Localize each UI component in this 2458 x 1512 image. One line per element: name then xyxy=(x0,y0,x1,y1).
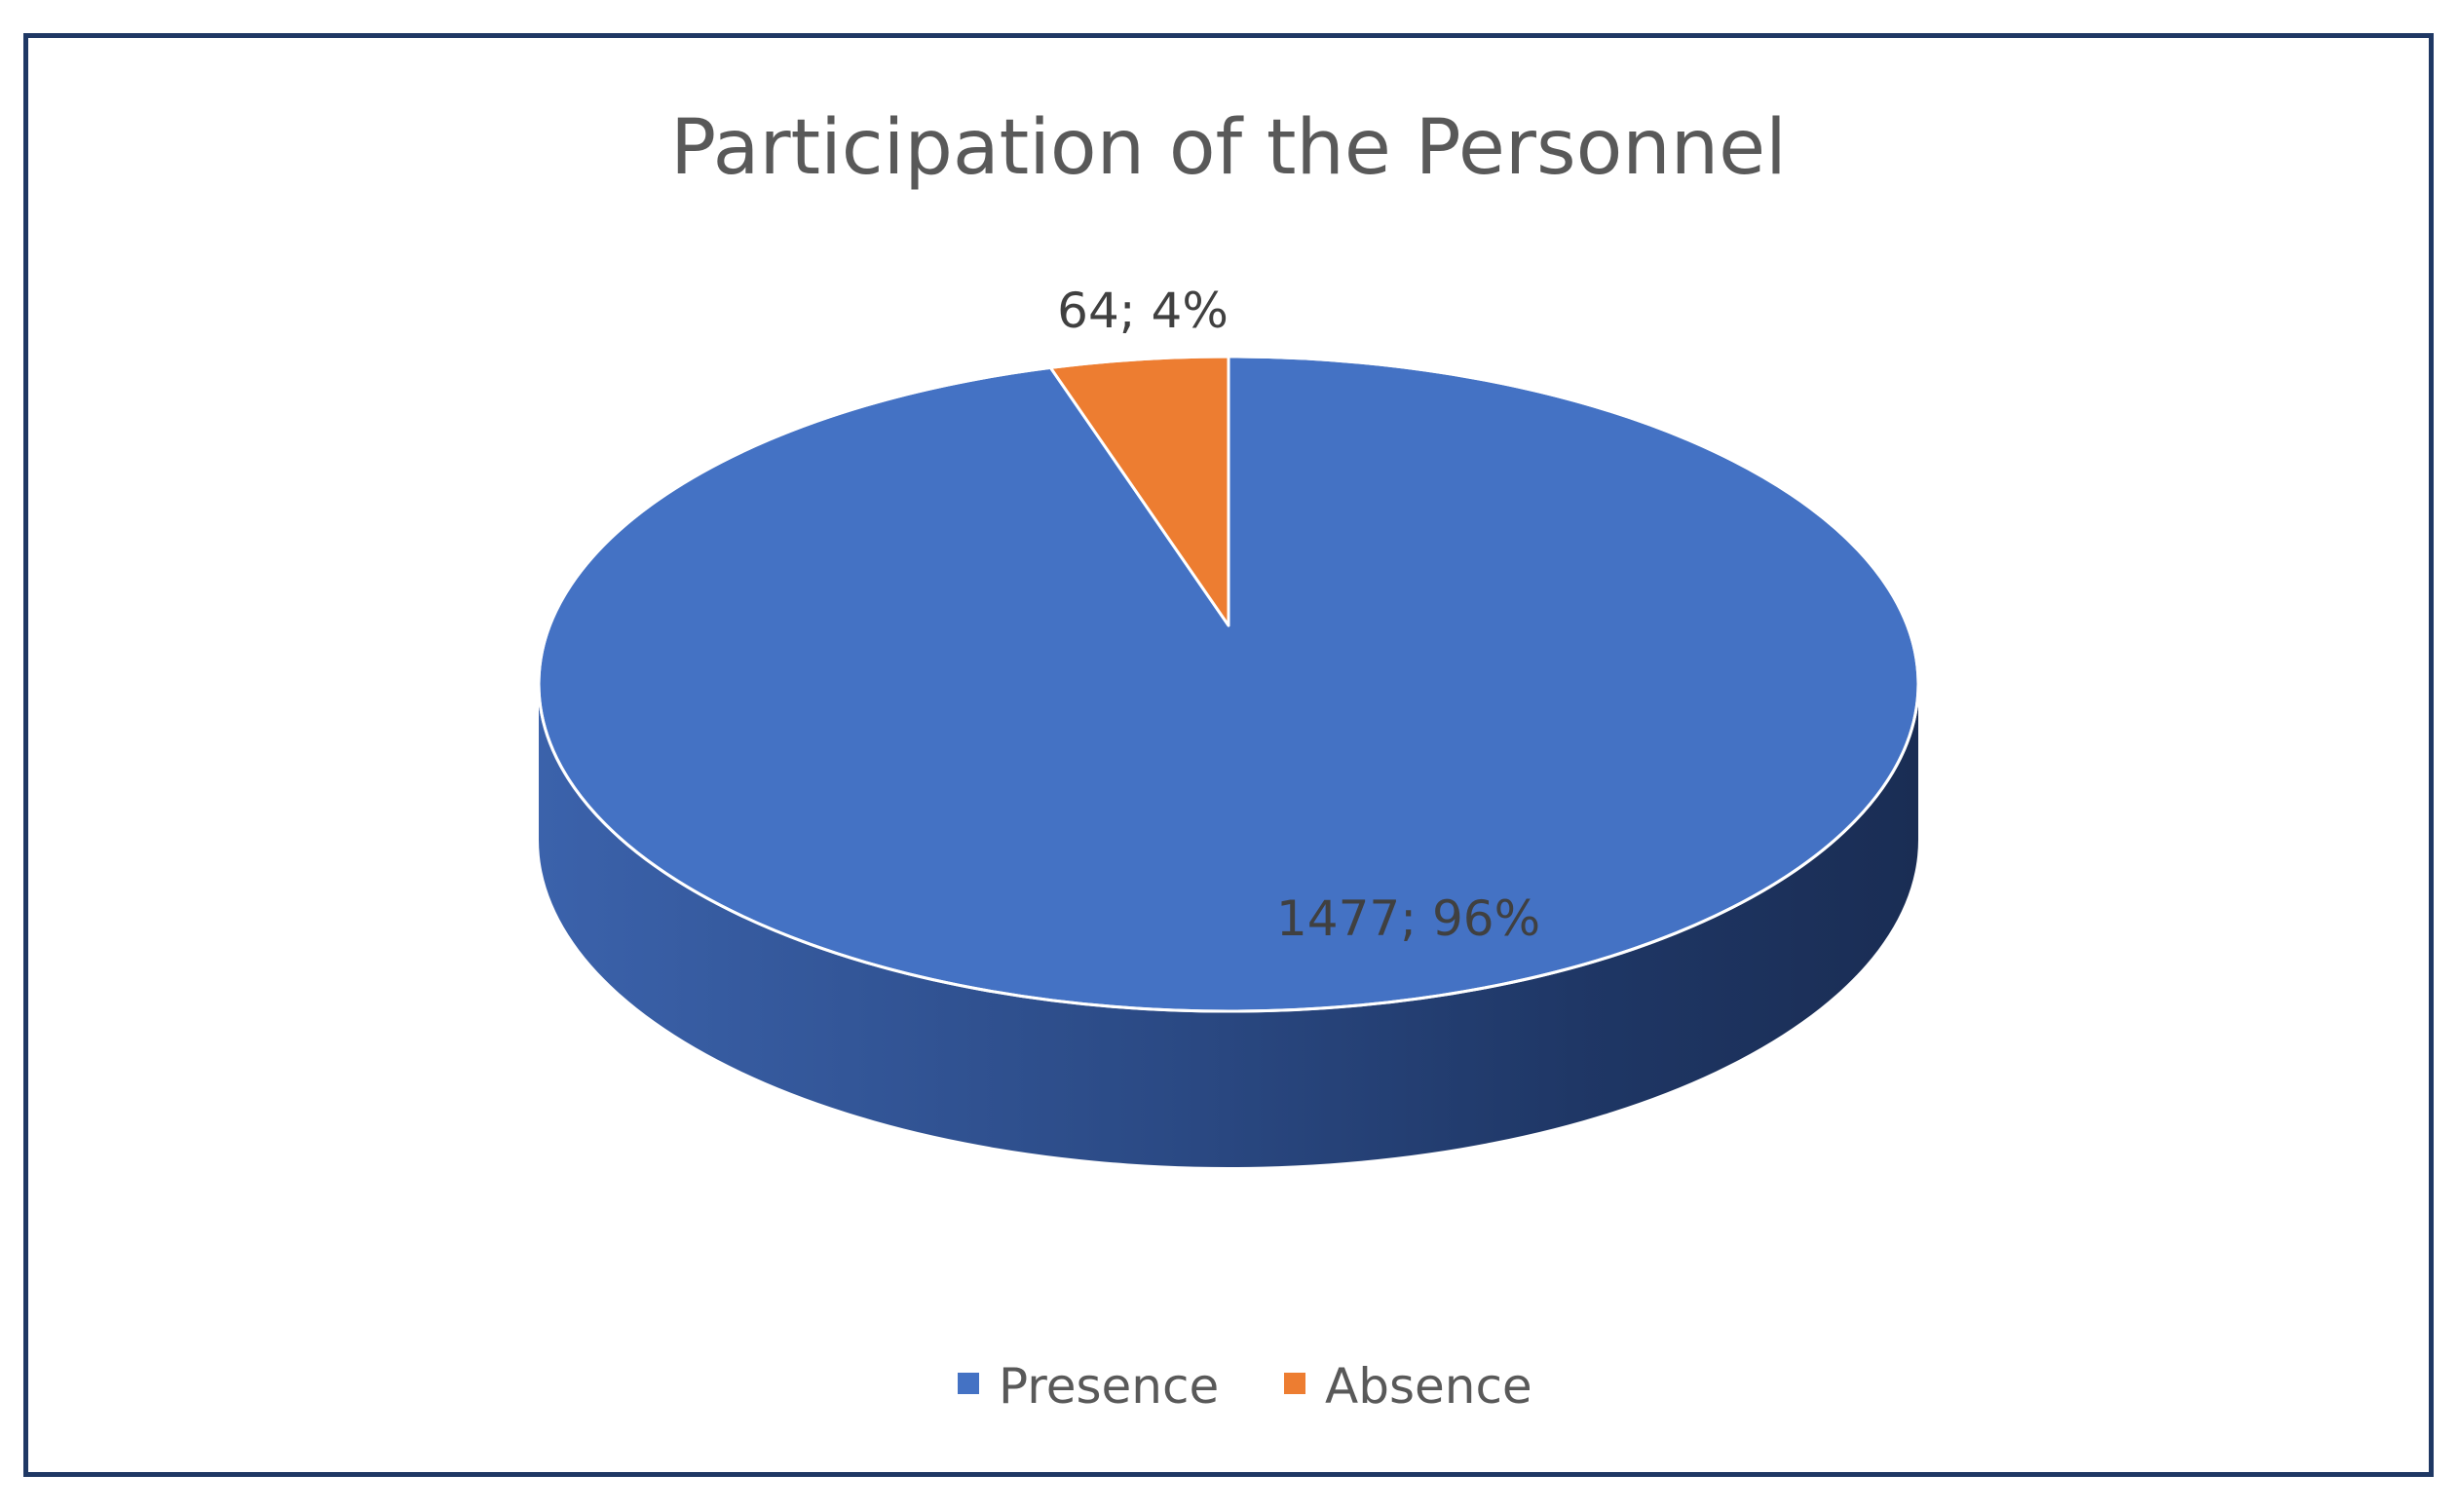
pie-side-wall xyxy=(539,684,1918,1167)
chart-legend: Presence Absence xyxy=(958,1358,1532,1415)
legend-swatch-presence xyxy=(958,1373,979,1394)
legend-label-absence: Absence xyxy=(1325,1358,1532,1415)
data-label-absence: 64; 4% xyxy=(1057,283,1229,339)
legend-label-presence: Presence xyxy=(999,1358,1219,1415)
pie-data-labels: 1477; 96% 64; 4% xyxy=(1057,283,1540,947)
pie-side-wall-shape xyxy=(539,684,1918,1167)
legend-swatch-absence xyxy=(1284,1373,1305,1394)
data-label-presence: 1477; 96% xyxy=(1276,890,1540,947)
chart-title: Participation of the Personnel xyxy=(670,104,1787,192)
pie-slices xyxy=(537,355,1920,1013)
pie-top-rim xyxy=(537,355,1920,1013)
